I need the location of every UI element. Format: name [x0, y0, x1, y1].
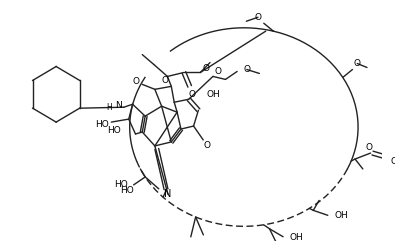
Text: O: O — [188, 90, 195, 99]
Text: OH: OH — [290, 233, 303, 242]
Text: HO: HO — [114, 180, 128, 189]
Text: N: N — [164, 189, 172, 199]
Text: O: O — [203, 64, 210, 73]
Text: O: O — [254, 13, 261, 22]
Text: O: O — [390, 156, 395, 165]
Text: HO: HO — [120, 186, 134, 195]
Text: O: O — [203, 141, 211, 150]
Text: O: O — [365, 143, 372, 152]
Text: HO: HO — [107, 126, 121, 135]
Text: O: O — [243, 65, 250, 74]
Text: O: O — [214, 67, 221, 76]
Text: H: H — [107, 103, 112, 112]
Text: N: N — [115, 101, 121, 110]
Text: O: O — [162, 76, 169, 85]
Text: O: O — [133, 77, 140, 86]
Text: OH: OH — [206, 90, 220, 99]
Text: OH: OH — [335, 211, 348, 220]
Text: O: O — [354, 59, 361, 68]
Text: HO: HO — [96, 120, 109, 129]
